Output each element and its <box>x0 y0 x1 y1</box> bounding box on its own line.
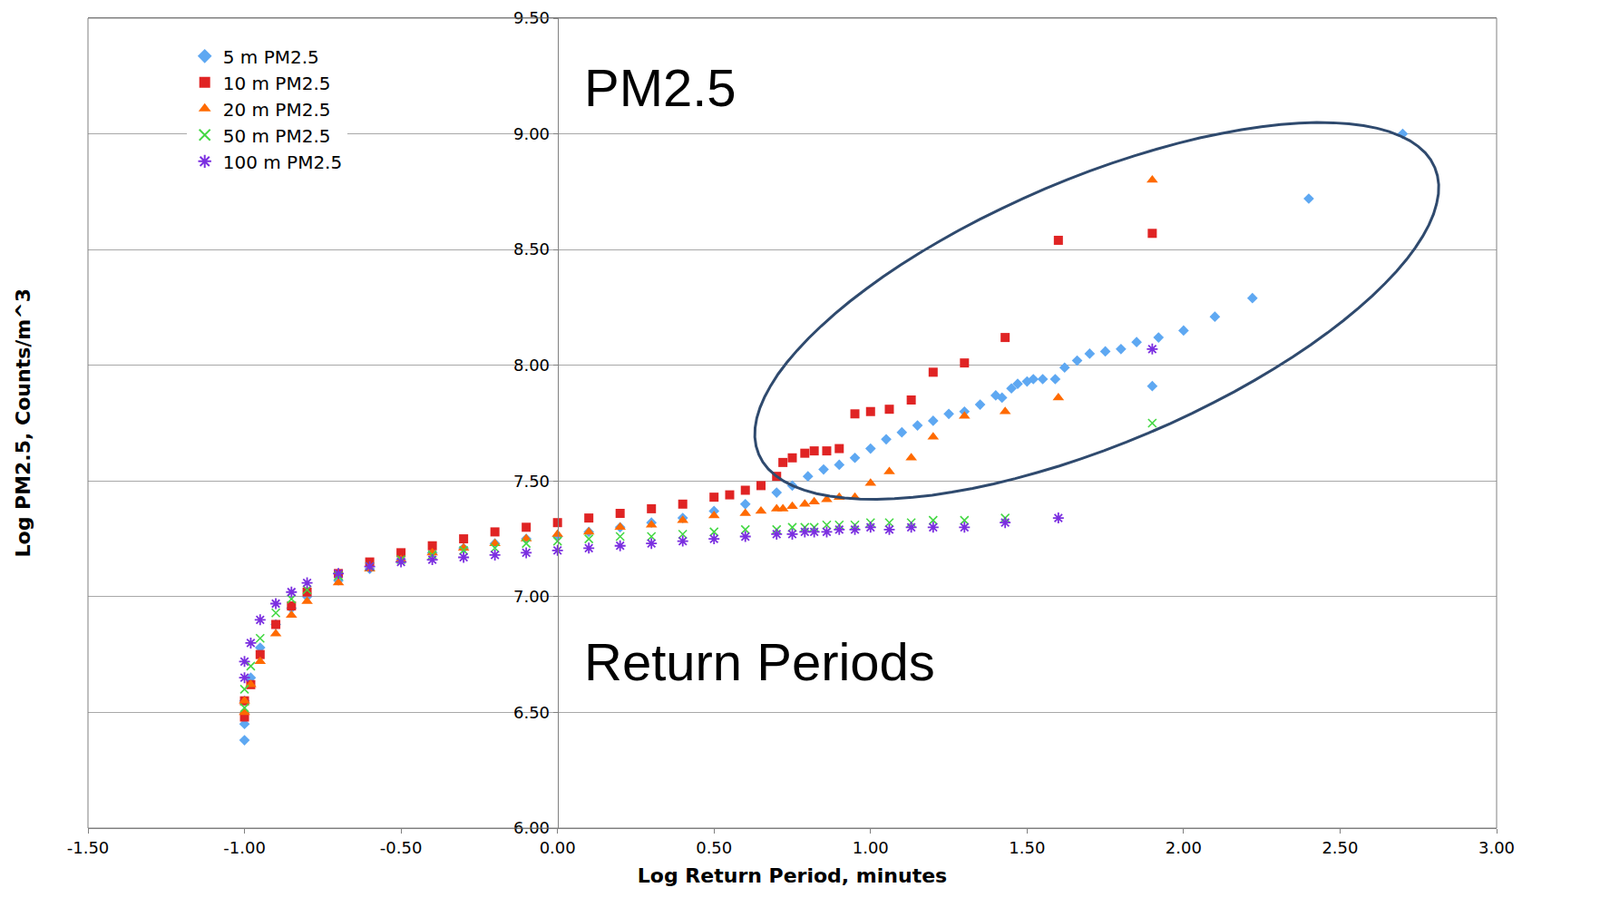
svg-text:7.50: 7.50 <box>513 471 550 491</box>
svg-text:2.00: 2.00 <box>1165 838 1202 858</box>
svg-text:Log PM2.5, Counts/m^3: Log PM2.5, Counts/m^3 <box>11 288 35 557</box>
svg-text:1.00: 1.00 <box>852 838 889 858</box>
svg-text:50 m PM2.5: 50 m PM2.5 <box>223 125 332 147</box>
svg-text:3.00: 3.00 <box>1478 838 1515 858</box>
svg-text:8.00: 8.00 <box>513 355 550 375</box>
svg-text:7.00: 7.00 <box>513 586 550 606</box>
svg-text:0.00: 0.00 <box>539 838 576 858</box>
svg-text:5 m PM2.5: 5 m PM2.5 <box>223 46 320 69</box>
svg-text:9.50: 9.50 <box>513 8 550 28</box>
svg-text:-0.50: -0.50 <box>380 838 423 858</box>
svg-text:2.50: 2.50 <box>1321 838 1358 858</box>
svg-text:9.00: 9.00 <box>513 124 550 144</box>
svg-text:-1.50: -1.50 <box>67 838 110 858</box>
svg-text:6.00: 6.00 <box>513 818 550 838</box>
svg-text:Log Return Period, minutes: Log Return Period, minutes <box>637 864 947 888</box>
svg-text:10 m PM2.5: 10 m PM2.5 <box>223 72 332 95</box>
svg-text:PM2.5: PM2.5 <box>584 58 737 118</box>
svg-text:0.50: 0.50 <box>695 838 732 858</box>
svg-text:Return Periods: Return Periods <box>584 632 936 692</box>
svg-text:20 m PM2.5: 20 m PM2.5 <box>223 98 332 121</box>
svg-text:6.50: 6.50 <box>513 702 550 722</box>
svg-text:100 m PM2.5: 100 m PM2.5 <box>223 151 343 174</box>
svg-text:1.50: 1.50 <box>1008 838 1045 858</box>
svg-text:-1.00: -1.00 <box>223 838 266 858</box>
svg-text:8.50: 8.50 <box>513 239 550 259</box>
